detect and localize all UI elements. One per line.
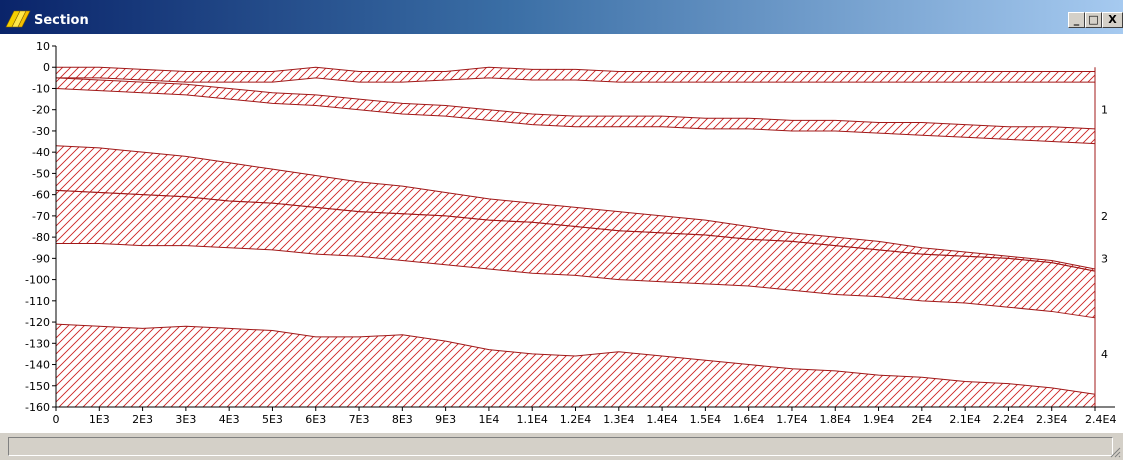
x-tick-label: 5E3 (262, 413, 283, 426)
x-tick-label: 1.1E4 (516, 413, 547, 426)
layer-4-fill (56, 190, 1095, 318)
x-tick-label: 1.9E4 (863, 413, 894, 426)
y-tick-label: -120 (25, 316, 50, 329)
x-tick-label: 1.3E4 (603, 413, 634, 426)
y-tick-label: 0 (43, 61, 50, 74)
x-tick-label: 1E3 (89, 413, 110, 426)
y-tick-label: -160 (25, 401, 50, 414)
layer-number-label: 2 (1101, 210, 1108, 223)
x-tick-label: 8E3 (392, 413, 413, 426)
y-tick-label: -150 (25, 380, 50, 393)
x-tick-label: 9E3 (435, 413, 456, 426)
x-tick-label: 3E3 (175, 413, 196, 426)
status-panel (8, 437, 1113, 456)
layer-3-top-line (55, 145, 1096, 270)
title-bar[interactable]: Section _ □ X (0, 0, 1123, 34)
x-tick-label: 0 (53, 413, 60, 426)
x-tick-label: 1.2E4 (560, 413, 591, 426)
y-tick-label: -80 (32, 231, 50, 244)
y-tick-label: -90 (32, 252, 50, 265)
layer-4-bottom-line (56, 242, 1096, 319)
section-chart-svg: 100-10-20-30-40-50-60-70-80-90-100-110-1… (25, 40, 1116, 426)
x-tick-label: 4E3 (219, 413, 240, 426)
close-button[interactable]: X (1102, 12, 1123, 28)
layer-1-top-line (56, 66, 1095, 72)
x-tick-label: 2.1E4 (949, 413, 980, 426)
x-tick-label: 6E3 (305, 413, 326, 426)
layers-group (55, 66, 1096, 408)
layer-2-fill (56, 77, 1095, 144)
section-chart: 10 0 -10 -20 -30 -40 -50 -60 -70 -80 -90 -100 -110 -1… (0, 34, 1123, 432)
layer-2-top-line (55, 77, 1096, 130)
y-tick-label: -140 (25, 359, 50, 372)
status-bar (0, 432, 1123, 460)
layer-1-fill (56, 67, 1095, 83)
x-tick-label: 2.3E4 (1036, 413, 1067, 426)
resize-grip-icon[interactable] (1109, 446, 1121, 458)
x-tick-label: 1.7E4 (776, 413, 807, 426)
x-tick-label: 7E3 (349, 413, 370, 426)
y-tick-label: -50 (32, 167, 50, 180)
y-tick-label: -130 (25, 337, 50, 350)
layer-2-bottom-line (55, 87, 1096, 145)
x-tick-label: 1E4 (478, 413, 499, 426)
layer-4-top-line (55, 189, 1096, 272)
layer-5-top-line (55, 323, 1096, 395)
app-logo-icon (5, 10, 31, 28)
y-tick-label: -30 (32, 125, 50, 138)
x-tick-label: 2.2E4 (993, 413, 1024, 426)
y-tick-label: 10 (36, 40, 50, 53)
layer-3-fill (56, 145, 1095, 272)
y-tick-label: -60 (32, 189, 50, 202)
minimize-button[interactable]: _ (1068, 12, 1085, 28)
x-tick-label: 1.4E4 (646, 413, 677, 426)
x-tick-label: 1.5E4 (690, 413, 721, 426)
x-tick-label: 2.4E4 (1085, 413, 1116, 426)
y-tick-label: -40 (32, 146, 50, 159)
y-tick-label: -10 (32, 82, 50, 95)
maximize-button[interactable]: □ (1085, 12, 1102, 28)
layer-number-label: 1 (1101, 104, 1108, 117)
layer-5-fill (56, 324, 1095, 407)
x-tick-label: 2E4 (911, 413, 932, 426)
window-title: Section (34, 13, 89, 28)
y-tick-label: -20 (32, 104, 50, 117)
y-tick-label: -100 (25, 274, 50, 287)
layer-1-bottom-line (56, 77, 1095, 83)
axes-group: 100-10-20-30-40-50-60-70-80-90-100-110-1… (25, 40, 1116, 426)
x-tick-label: 1.8E4 (820, 413, 851, 426)
layer-number-label: 3 (1101, 252, 1108, 265)
layer-number-label: 4 (1101, 348, 1108, 361)
x-tick-label: 2E3 (132, 413, 153, 426)
labels-group: 1 2 3 4 (1101, 104, 1108, 361)
y-tick-label: -110 (25, 295, 50, 308)
x-tick-label: 1.6E4 (733, 413, 764, 426)
y-tick-label: -70 (32, 210, 50, 223)
